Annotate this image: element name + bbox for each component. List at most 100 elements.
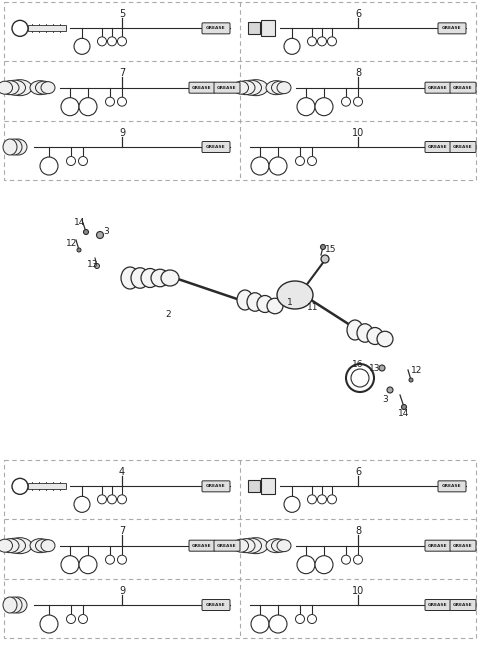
Circle shape [97,495,107,504]
Text: GREASE: GREASE [428,544,448,548]
Text: 12: 12 [66,239,77,248]
Text: 16: 16 [352,360,363,369]
Circle shape [118,555,127,564]
FancyBboxPatch shape [202,481,230,492]
Circle shape [96,232,104,239]
Circle shape [108,37,117,46]
Circle shape [269,615,287,633]
Circle shape [74,497,90,512]
Ellipse shape [141,268,159,287]
Text: GREASE: GREASE [217,86,237,90]
Text: 10: 10 [352,586,364,596]
Ellipse shape [277,540,291,552]
Text: 11: 11 [307,303,319,312]
Ellipse shape [121,267,139,289]
Ellipse shape [237,81,255,94]
Ellipse shape [3,139,17,155]
Ellipse shape [41,82,55,94]
Text: GREASE: GREASE [206,603,226,607]
Ellipse shape [240,538,262,553]
Ellipse shape [266,539,286,552]
Circle shape [84,230,88,234]
Circle shape [40,615,58,633]
Circle shape [327,495,336,504]
Circle shape [409,378,413,382]
Circle shape [40,157,58,175]
Circle shape [77,248,81,252]
Text: 15: 15 [325,245,336,254]
FancyBboxPatch shape [438,481,466,492]
Ellipse shape [6,597,22,613]
Circle shape [284,38,300,54]
FancyBboxPatch shape [214,540,240,551]
Text: GREASE: GREASE [206,26,226,30]
FancyBboxPatch shape [189,82,215,93]
Text: 3: 3 [103,227,109,236]
FancyBboxPatch shape [425,540,451,551]
Text: 8: 8 [355,526,361,537]
Circle shape [118,97,127,106]
Text: 9: 9 [119,128,125,138]
Circle shape [327,37,336,46]
Text: 5: 5 [119,9,125,19]
Ellipse shape [237,290,253,310]
Circle shape [353,97,362,106]
Circle shape [118,37,127,46]
FancyBboxPatch shape [438,23,466,34]
Circle shape [95,264,99,268]
Bar [28,483,66,489]
Text: GREASE: GREASE [453,544,473,548]
Ellipse shape [36,81,52,94]
Circle shape [61,98,79,115]
Text: 7: 7 [119,526,125,537]
Ellipse shape [237,539,255,552]
Circle shape [12,478,28,495]
Text: GREASE: GREASE [428,145,448,149]
Circle shape [401,405,407,409]
Text: GREASE: GREASE [192,86,212,90]
Text: 4: 4 [119,467,125,477]
Circle shape [269,157,287,175]
Circle shape [67,157,75,165]
Text: GREASE: GREASE [453,86,473,90]
Text: 12: 12 [411,366,422,375]
Ellipse shape [377,331,393,347]
Circle shape [118,495,127,504]
Bar [248,480,260,493]
Bar [261,478,275,495]
FancyBboxPatch shape [450,540,476,551]
FancyBboxPatch shape [189,540,215,551]
Text: GREASE: GREASE [206,484,226,488]
Ellipse shape [266,81,286,94]
Ellipse shape [1,539,19,552]
Ellipse shape [8,79,32,96]
Circle shape [308,495,316,504]
Ellipse shape [357,324,373,342]
Circle shape [341,97,350,106]
Ellipse shape [4,80,25,95]
Bar [248,22,260,34]
Text: GREASE: GREASE [217,544,237,548]
Text: 13: 13 [369,364,381,373]
Ellipse shape [131,268,149,288]
Ellipse shape [0,539,12,552]
Circle shape [308,157,316,165]
Circle shape [67,615,75,623]
Ellipse shape [9,139,27,155]
Ellipse shape [233,81,249,94]
Ellipse shape [272,539,288,552]
Text: GREASE: GREASE [453,603,473,607]
Ellipse shape [244,79,268,96]
Circle shape [79,98,97,115]
Ellipse shape [151,269,169,287]
Circle shape [74,38,90,54]
Ellipse shape [277,281,313,309]
Circle shape [296,157,304,165]
Text: 6: 6 [355,9,361,19]
Circle shape [353,555,362,564]
Circle shape [61,556,79,574]
Text: GREASE: GREASE [442,484,462,488]
Ellipse shape [3,597,17,613]
Ellipse shape [244,538,268,554]
Ellipse shape [347,320,363,340]
